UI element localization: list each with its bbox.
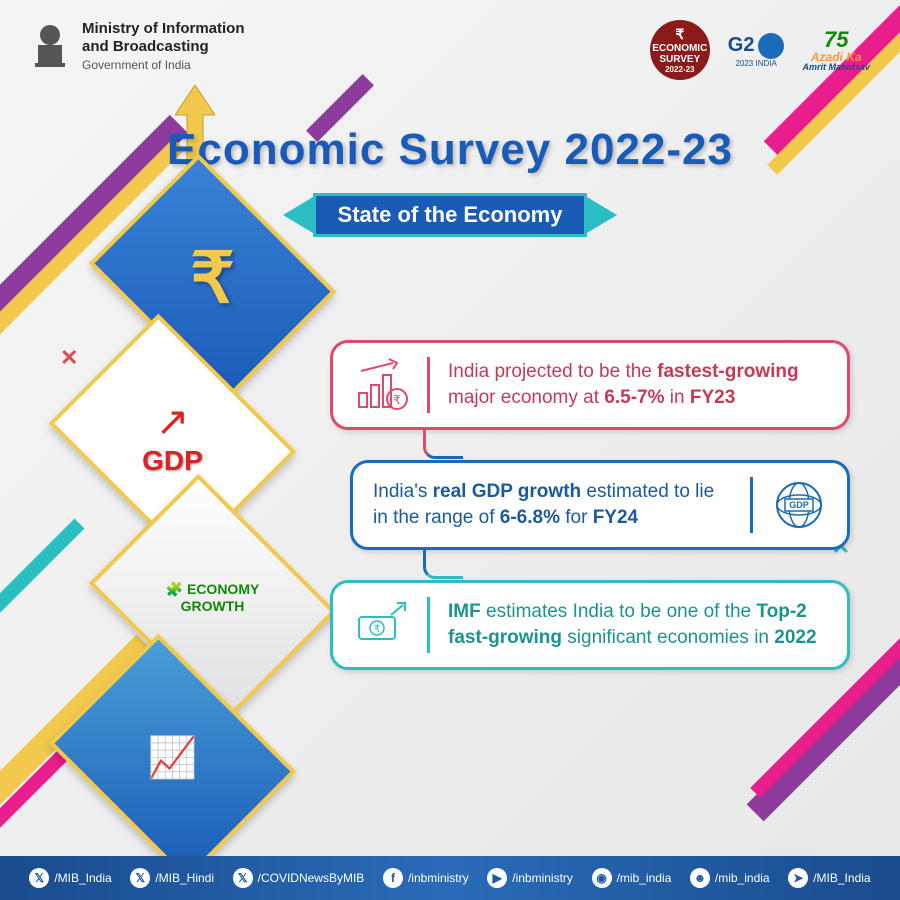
- social-koo[interactable]: ☻ /mib_india: [690, 868, 770, 888]
- telegram-icon: ➤: [788, 868, 808, 888]
- azadi-num: 75: [824, 27, 848, 52]
- card-text: India's real GDP growth estimated to lie…: [373, 479, 732, 530]
- social-telegram[interactable]: ➤ /MIB_India: [788, 868, 870, 888]
- ministry-text: Ministry of Information and Broadcasting…: [82, 20, 245, 72]
- subtitle-arrow-left-icon: [283, 197, 313, 233]
- social-handle: /MIB_India: [813, 871, 870, 885]
- subtitle-arrow-right-icon: [587, 197, 617, 233]
- g20-sub: 2023 INDIA: [735, 59, 776, 68]
- social-handle: /inbministry: [512, 871, 573, 885]
- social-handle: /MIB_India: [54, 871, 111, 885]
- twitter-icon: 𝕏: [29, 868, 49, 888]
- puzzle-icon: 🧩 ECONOMYGROWTH: [166, 581, 260, 614]
- instagram-icon: ◉: [592, 868, 612, 888]
- social-instagram[interactable]: ◉ /mib_india: [592, 868, 672, 888]
- card-divider: [750, 477, 753, 533]
- card-fastest-growing: ₹ India projected to be the fastest-grow…: [330, 340, 850, 430]
- card-text: India projected to be the fastest-growin…: [448, 359, 827, 410]
- ministry-line2: and Broadcasting: [82, 38, 245, 56]
- social-twitter[interactable]: 𝕏/COVIDNewsByMIB: [233, 868, 365, 888]
- rupee-note-arrow-icon: ₹: [353, 597, 409, 653]
- svg-text:GDP: GDP: [789, 500, 809, 510]
- ministry-sub: Government of India: [82, 58, 245, 72]
- ministry-line1: Ministry of Information: [82, 20, 245, 38]
- header: Ministry of Information and Broadcasting…: [0, 0, 900, 90]
- card-real-gdp: GDP India's real GDP growth estimated to…: [350, 460, 850, 550]
- eco-badge-l1: ECONOMIC: [652, 43, 707, 54]
- koo-icon: ☻: [690, 868, 710, 888]
- card-divider: [427, 597, 430, 653]
- social-twitter[interactable]: 𝕏/MIB_Hindi: [130, 868, 214, 888]
- social-youtube[interactable]: ▶ /inbministry: [487, 868, 573, 888]
- social-twitter[interactable]: 𝕏/MIB_India: [29, 868, 111, 888]
- social-handle: /COVIDNewsByMIB: [258, 871, 365, 885]
- eco-badge-year: 2022-23: [665, 65, 694, 74]
- azadi-badge: 75 Azadi Ka Amrit Mahotsav: [802, 29, 870, 72]
- chart-line-icon: 📈: [148, 734, 198, 781]
- azadi-l2: Amrit Mahotsav: [802, 63, 870, 72]
- main-title: Economic Survey 2022-23: [0, 125, 900, 175]
- globe-icon: [758, 33, 784, 59]
- youtube-icon: ▶: [487, 868, 507, 888]
- svg-text:₹: ₹: [393, 393, 401, 407]
- card-divider: [427, 357, 430, 413]
- footer: 𝕏/MIB_India 𝕏/MIB_Hindi 𝕏/COVIDNewsByMIB…: [0, 856, 900, 900]
- connector-icon: [423, 547, 463, 579]
- deco-plus-icon: ✕: [60, 345, 78, 371]
- facebook-icon: f: [383, 868, 403, 888]
- social-handle: /inbministry: [408, 871, 469, 885]
- card-imf: ₹ IMF estimates India to be one of the T…: [330, 580, 850, 670]
- connector-icon: [423, 427, 463, 459]
- card-text: IMF estimates India to be one of the Top…: [448, 599, 827, 650]
- header-left: Ministry of Information and Broadcasting…: [30, 20, 245, 72]
- twitter-icon: 𝕏: [130, 868, 150, 888]
- gdp-text: GDP: [142, 445, 203, 477]
- arrow-up-icon: ↗: [156, 399, 190, 445]
- india-emblem-icon: [30, 20, 70, 70]
- subtitle: State of the Economy: [313, 193, 588, 237]
- g20-badge: G2 2023 INDIA: [728, 33, 785, 68]
- header-right: ₹ ECONOMIC SURVEY 2022-23 G2 2023 INDIA …: [650, 20, 870, 80]
- eco-badge-l2: SURVEY: [659, 54, 700, 65]
- twitter-icon: 𝕏: [233, 868, 253, 888]
- growth-chart-rupee-icon: ₹: [353, 357, 409, 413]
- social-handle: /MIB_Hindi: [155, 871, 214, 885]
- social-handle: /mib_india: [715, 871, 770, 885]
- deco-stripe: [0, 519, 84, 628]
- g20-text: G2: [728, 34, 755, 57]
- svg-text:₹: ₹: [374, 624, 380, 635]
- subtitle-wrap: State of the Economy: [283, 193, 618, 237]
- social-facebook[interactable]: f/inbministry: [383, 868, 469, 888]
- social-handle: /mib_india: [617, 871, 672, 885]
- info-cards: ₹ India projected to be the fastest-grow…: [330, 340, 850, 700]
- gdp-globe-icon: GDP: [771, 477, 827, 533]
- azadi-l1: Azadi Ka: [811, 51, 862, 63]
- economic-survey-badge: ₹ ECONOMIC SURVEY 2022-23: [650, 20, 710, 80]
- rupee-icon: ₹: [190, 237, 235, 319]
